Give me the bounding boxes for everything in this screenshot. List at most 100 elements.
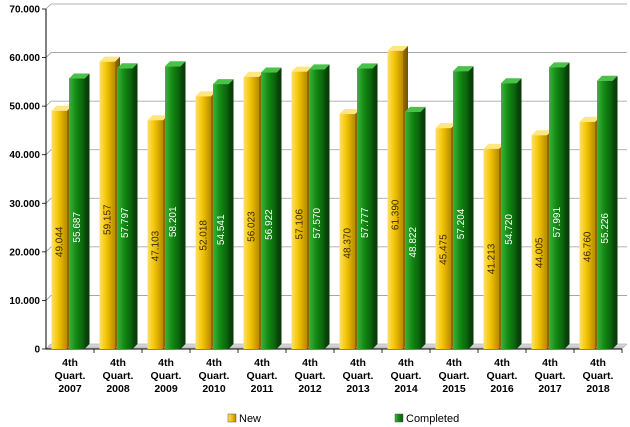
data-label: 45.475 <box>439 234 450 265</box>
bar-top-completed <box>501 78 522 84</box>
category-label: 4th Quart. 2011 <box>247 357 278 395</box>
category-label-line: 4th <box>542 357 558 369</box>
gridline-diag <box>45 100 52 107</box>
legend-swatch <box>394 413 404 423</box>
bar-completed <box>357 68 373 349</box>
bar-new <box>195 96 211 349</box>
bar-side-completed <box>228 79 234 349</box>
y-tick-label: 30.000 <box>9 199 40 210</box>
bar-new <box>243 76 259 350</box>
category-label: 4th Quart. 2015 <box>439 357 470 395</box>
category-label-line: Quart. <box>295 370 326 382</box>
bar-new <box>99 61 115 349</box>
bar-side-completed <box>132 63 138 349</box>
bar-side-completed <box>516 78 522 350</box>
category-label-line: Quart. <box>391 370 422 382</box>
data-label: 55.226 <box>600 213 611 244</box>
category-label: 4th Quart. 2016 <box>487 357 518 395</box>
legend-label: Completed <box>406 413 459 425</box>
bar-side-completed <box>612 75 618 349</box>
gridline-diag <box>45 198 52 204</box>
category-label: 4th Quart. 2010 <box>199 357 230 395</box>
category-label-line: 2010 <box>202 383 226 395</box>
category-label-line: 2008 <box>106 383 130 395</box>
bar-top-completed <box>165 61 186 67</box>
bar-top-new <box>147 115 168 121</box>
category-label-line: 4th <box>494 357 510 369</box>
bar-top-completed <box>213 79 234 85</box>
y-tick-label: 70.000 <box>9 5 40 16</box>
data-label: 57.204 <box>456 208 467 239</box>
category-label: 4th Quart. 2018 <box>583 357 614 395</box>
bar-top-completed <box>309 64 330 70</box>
bar-new <box>339 114 355 349</box>
bar-top-new <box>579 116 600 122</box>
bar-side-completed <box>324 64 330 350</box>
bar-completed <box>213 84 229 349</box>
bar-completed <box>261 72 277 349</box>
bar-top-new <box>99 56 120 62</box>
category-label-line: 4th <box>350 357 366 369</box>
category-label-line: 2007 <box>58 383 82 395</box>
bar-top-completed <box>549 62 570 68</box>
category-label-line: 2016 <box>490 383 514 395</box>
bar-side-completed <box>564 62 570 349</box>
category-label-line: 2012 <box>298 383 322 395</box>
bar-top-new <box>195 91 216 97</box>
data-label: 46.760 <box>583 231 594 262</box>
bar-top-new <box>291 66 312 72</box>
category-label-line: 4th <box>446 357 462 369</box>
bar-top-completed <box>597 75 618 81</box>
category-label: 4th Quart. 2012 <box>295 357 326 395</box>
data-label: 44.005 <box>535 237 546 268</box>
data-label: 54.720 <box>504 214 515 245</box>
bar-top-completed <box>405 106 426 112</box>
bar-completed <box>69 78 85 349</box>
y-tick-label: 50.000 <box>9 102 40 113</box>
gridline-diag <box>45 149 52 155</box>
data-label: 59.157 <box>103 204 114 235</box>
bar-top-completed <box>261 67 282 73</box>
bar-side-completed <box>372 63 378 349</box>
category-label-line: Quart. <box>487 370 518 382</box>
bar-completed <box>309 69 325 350</box>
category-label-line: 4th <box>590 357 606 369</box>
category-label-line: 4th <box>110 357 126 369</box>
bar-new <box>51 110 67 349</box>
bar-side-completed <box>180 61 186 350</box>
category-label-line: 2017 <box>538 383 562 395</box>
category-label: 4th Quart. 2013 <box>343 357 374 395</box>
data-label: 48.822 <box>408 227 419 258</box>
data-label: 57.777 <box>360 207 371 238</box>
bar-side-completed <box>276 67 282 349</box>
legend-swatch <box>227 413 237 423</box>
bar-side-completed <box>420 106 426 350</box>
category-label-line: 4th <box>302 357 318 369</box>
gridlines <box>45 3 627 350</box>
data-label: 61.390 <box>391 199 402 230</box>
category-label: 4th Quart. 2009 <box>151 357 182 395</box>
data-label: 52.018 <box>199 220 210 251</box>
category-label-line: Quart. <box>535 370 566 382</box>
category-label-line: 2009 <box>154 383 178 395</box>
bar-top-new <box>387 45 408 51</box>
data-label: 57.570 <box>312 207 323 238</box>
category-label-line: Quart. <box>103 370 134 382</box>
gridline-diag <box>45 3 52 10</box>
category-label-line: 4th <box>398 357 414 369</box>
data-label: 47.103 <box>151 230 162 261</box>
category-label-line: 4th <box>254 357 270 369</box>
bar-completed <box>117 68 133 349</box>
bar-new <box>147 120 163 350</box>
data-label: 48.370 <box>343 228 354 259</box>
bar-new <box>579 121 595 349</box>
y-tick-label: 60.000 <box>9 53 40 64</box>
category-label-line: Quart. <box>151 370 182 382</box>
bar-new <box>531 135 547 349</box>
bars <box>51 45 618 350</box>
bar-completed <box>165 66 181 350</box>
category-label: 4th Quart. 2014 <box>391 357 422 395</box>
bar-completed <box>405 111 421 350</box>
legend-label: New <box>239 413 261 425</box>
